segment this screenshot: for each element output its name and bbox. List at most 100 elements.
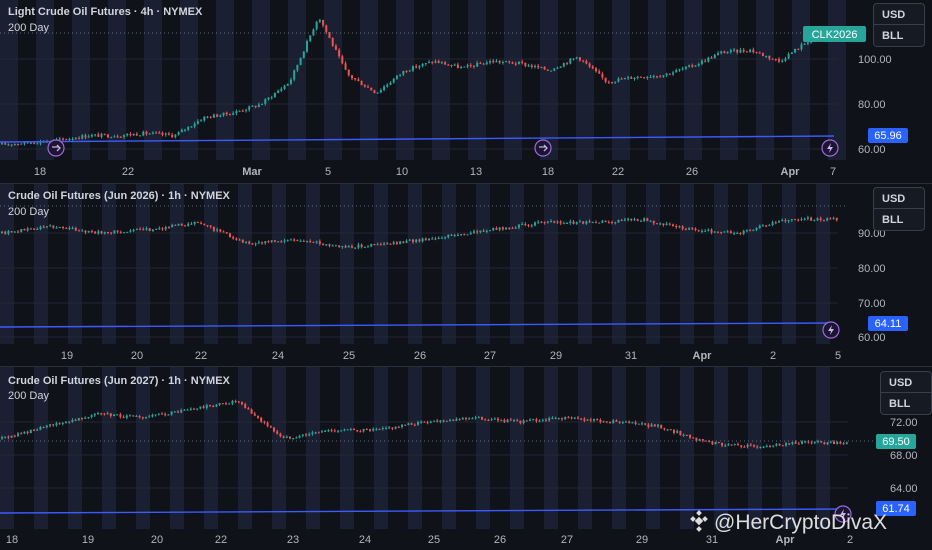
candle (736, 233, 739, 235)
candle (189, 408, 192, 410)
candle (395, 75, 398, 79)
x-tick-label: 22 (122, 166, 134, 178)
candle (424, 62, 427, 64)
currency-unit-button[interactable]: USD (873, 3, 925, 25)
candle (472, 65, 475, 67)
panel-1-chart[interactable]: 65.96 CLK2026 60.00 80.00 100.00 18 22 Mar 5 10 13… (0, 0, 932, 183)
candle (501, 227, 504, 230)
candle (440, 62, 443, 64)
arrow-icon-glyph (539, 144, 548, 152)
candle (347, 246, 350, 248)
candle (55, 423, 58, 425)
candle (543, 66, 546, 70)
candle (218, 403, 221, 405)
candle (161, 132, 164, 135)
candle (505, 61, 508, 63)
candle (222, 112, 225, 116)
candle (476, 62, 479, 67)
candle (466, 65, 469, 67)
candle (221, 403, 224, 405)
candle (270, 240, 273, 242)
candle (306, 41, 309, 52)
candle (145, 131, 148, 134)
candle (832, 218, 835, 220)
candle (58, 423, 61, 425)
candle (481, 417, 483, 420)
candle (385, 427, 387, 429)
session-band (578, 367, 592, 529)
currency-unit-button[interactable]: USD (873, 187, 925, 209)
candle (668, 223, 671, 225)
candle (421, 63, 424, 67)
candle (493, 418, 496, 420)
candle (254, 243, 257, 245)
candle (344, 246, 347, 248)
candle (90, 415, 93, 418)
candle (585, 221, 588, 224)
candle (639, 76, 642, 78)
candle (23, 229, 26, 231)
candle (39, 226, 42, 230)
candle (17, 143, 20, 145)
candle (7, 436, 10, 438)
candle (788, 443, 791, 445)
currency-unit-button[interactable]: USD (880, 371, 932, 393)
candle (228, 403, 231, 405)
candle (428, 61, 431, 63)
candle (705, 440, 707, 442)
candle (369, 429, 371, 431)
candle (726, 231, 729, 233)
session-band (540, 0, 558, 160)
panel-divider[interactable] (0, 366, 932, 367)
candle (761, 225, 764, 227)
panel-3-chart[interactable]: 61.74 69.50 64.00 68.00 72.00 18 19 20 22 23 24 25 2… (0, 367, 932, 550)
candle (359, 431, 362, 433)
candle (203, 116, 206, 121)
candle (286, 83, 289, 86)
candle (665, 73, 668, 76)
candle (299, 240, 302, 242)
candle (498, 61, 501, 63)
candle (139, 135, 142, 137)
candle (314, 432, 317, 434)
candle (411, 66, 414, 71)
session-band (680, 184, 694, 344)
candle (65, 421, 67, 423)
candle (487, 419, 490, 421)
candle (627, 77, 630, 79)
candle (807, 441, 810, 443)
candle (630, 218, 633, 221)
candle (171, 224, 174, 228)
candle (607, 222, 610, 224)
session-band (72, 0, 90, 160)
candle (505, 227, 508, 230)
candle (628, 421, 631, 424)
y-tick-label: 90.00 (858, 228, 886, 240)
candle (45, 226, 48, 228)
candle (665, 223, 668, 226)
candle (299, 57, 302, 65)
candle (655, 76, 658, 78)
volume-unit-button[interactable]: BLL (873, 25, 925, 47)
candle (327, 430, 330, 432)
candle (771, 222, 774, 226)
candle (698, 439, 701, 441)
candle (52, 424, 55, 426)
candle (135, 415, 138, 417)
panel-divider[interactable] (0, 183, 932, 184)
moving-average-line (0, 508, 845, 514)
candle (132, 229, 135, 231)
candle (548, 418, 551, 421)
volume-unit-button[interactable]: BLL (873, 209, 925, 231)
y-tick-label: 100.00 (858, 54, 892, 66)
candle (804, 441, 807, 443)
candle (813, 220, 816, 222)
candle (267, 97, 270, 100)
candle (672, 72, 675, 75)
candle (119, 231, 122, 233)
candle (781, 60, 784, 62)
volume-unit-button[interactable]: BLL (880, 393, 932, 415)
candle (813, 441, 816, 444)
candle (614, 81, 617, 83)
